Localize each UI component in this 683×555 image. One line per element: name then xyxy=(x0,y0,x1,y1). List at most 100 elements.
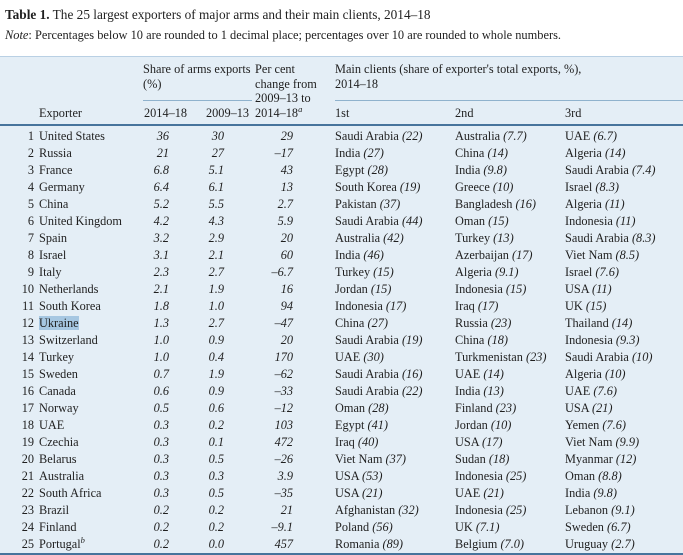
percent-change-line: change from xyxy=(255,76,317,91)
numeric-value: 0.3 xyxy=(153,452,169,466)
client-share-value: (9.8) xyxy=(593,486,617,500)
rank-cell: 11 xyxy=(22,299,34,313)
client-3-cell: Indonesia (11) xyxy=(565,213,683,230)
client-share-value: (7.6) xyxy=(595,265,619,279)
table-row: 7 Spain 3.2 2.9 20 Australia (42) Turkey (13) S… xyxy=(0,230,683,247)
numeric-value: 472 xyxy=(274,435,294,449)
numeric-value: 2.7 xyxy=(277,197,294,211)
client-share-value: (23) xyxy=(525,350,547,364)
client-name: Indonesia xyxy=(455,503,506,517)
client-name: Iraq xyxy=(455,299,478,313)
percent-change-cell: –9.1 xyxy=(252,519,335,536)
share-2014-18-cell: 6.4 xyxy=(143,179,205,196)
rank-cell: 10 xyxy=(21,282,34,296)
table-row: 24 Finland 0.2 0.2 –9.1 Poland (56) UK (7.1) Sw… xyxy=(0,519,683,536)
client-share-value: (17) xyxy=(482,435,503,449)
table-row: 2 Russia 21 27 –17 India (27) China (14) Algeri… xyxy=(0,145,683,162)
share-2014-18-cell: 0.2 xyxy=(143,536,205,554)
table-row: 17 Norway 0.5 0.6 –12 Oman (28) Finland (23) US… xyxy=(0,400,683,417)
client-share-value: (23) xyxy=(490,316,512,330)
client-name: Saudi Arabia xyxy=(335,333,402,347)
client-share-value: (37) xyxy=(385,452,407,466)
numeric-value: –26 xyxy=(274,452,294,466)
rank-cell: 7 xyxy=(27,231,34,245)
numeric-value: –62 xyxy=(274,367,294,381)
table-note: Note: Percentages below 10 are rounded t… xyxy=(0,23,683,43)
client-share-value: (10) xyxy=(604,367,626,381)
client-name: Saudi Arabia xyxy=(335,367,402,381)
numeric-value: 13 xyxy=(280,180,294,194)
numeric-value: 4.2 xyxy=(153,214,169,228)
numeric-value: 1.3 xyxy=(153,316,169,330)
client-name: Oman xyxy=(335,401,369,415)
client-share-value: (16) xyxy=(401,367,423,381)
numeric-value: 21 xyxy=(156,146,169,160)
numeric-value: 29 xyxy=(280,129,294,143)
numeric-value: 0.4 xyxy=(208,350,225,364)
exporter-name: Ukraine xyxy=(39,316,79,330)
client-name: Australia xyxy=(455,129,504,143)
client-3-cell: Viet Nam (9.9) xyxy=(565,434,683,451)
numeric-value: 0.5 xyxy=(208,486,225,500)
exporter-name: Finland xyxy=(39,520,77,534)
client-share-value: (14) xyxy=(483,367,504,381)
client-share-value: (18) xyxy=(488,452,510,466)
client-name: Finland xyxy=(455,401,496,415)
main-clients-label-line1: Main clients (share of exporter's total … xyxy=(335,62,582,76)
numeric-value: 2.9 xyxy=(208,231,225,245)
client-share-value: (11) xyxy=(615,214,636,228)
numeric-value: 0.7 xyxy=(153,367,169,381)
client-2-cell: Bangladesh (16) xyxy=(455,196,565,213)
numeric-value: 4.3 xyxy=(208,214,225,228)
numeric-value: 5.2 xyxy=(153,197,169,211)
exporter-cell: Finland xyxy=(34,519,143,536)
share-2014-18-column-header: 2014–18 xyxy=(143,100,205,126)
rank-cell: 6 xyxy=(27,214,34,228)
numeric-value: –12 xyxy=(274,401,294,415)
rank-cell: 1 xyxy=(27,129,34,143)
client-1-cell: Saudi Arabia (22) xyxy=(335,125,455,145)
rank-cell: 20 xyxy=(21,452,34,466)
client-share-value: (8.5) xyxy=(615,248,640,262)
client-name: Lebanon xyxy=(565,503,612,517)
exporter-name: Netherlands xyxy=(39,282,99,296)
numeric-value: 2.3 xyxy=(153,265,169,279)
client-3-cell: Israel (8.3) xyxy=(565,179,683,196)
share-2009-13-cell: 2.9 xyxy=(205,230,252,247)
client-share-value: (7.6) xyxy=(593,384,617,398)
client-1-cell: Iraq (40) xyxy=(335,434,455,451)
client-name: Sweden xyxy=(565,520,608,534)
numeric-value: 94 xyxy=(280,299,294,313)
exporter-name: Czechia xyxy=(39,435,79,449)
table-row: 14 Turkey 1.0 0.4 170 UAE (30) Turkmenistan (2… xyxy=(0,349,683,366)
client-3-cell: Algeria (11) xyxy=(565,196,683,213)
exporter-cell: Israel xyxy=(34,247,143,264)
client-1-cell: Afghanistan (32) xyxy=(335,502,455,519)
client-name: India xyxy=(565,486,594,500)
client-2-cell: UAE (21) xyxy=(455,485,565,502)
client-name: Israel xyxy=(565,265,596,279)
percent-change-cell: 13 xyxy=(252,179,335,196)
share-2009-13-cell: 27 xyxy=(205,145,252,162)
table-row: 9 Italy 2.3 2.7 –6.7 Turkey (15) Algeria (9.1)… xyxy=(0,264,683,281)
client-share-value: (14) xyxy=(487,146,508,160)
client-name: Viet Nam xyxy=(565,435,616,449)
share-2014-18-cell: 6.8 xyxy=(143,162,205,179)
numeric-value: 0.5 xyxy=(153,401,169,415)
group-header-row: Share of arms exports (%) Per cent chang… xyxy=(0,56,683,126)
client-share-value: (18) xyxy=(487,333,508,347)
exporter-name: Germany xyxy=(39,180,85,194)
client-share-value: (9.1) xyxy=(611,503,635,517)
percent-change-cell: 472 xyxy=(252,434,335,451)
client-1-cell: China (27) xyxy=(335,315,455,332)
exporter-name: Israel xyxy=(39,248,67,262)
client-1-cell: USA (53) xyxy=(335,468,455,485)
client-share-value: (15) xyxy=(370,282,392,296)
client-share-value: (14) xyxy=(611,316,633,330)
client-name: Pakistan xyxy=(335,197,380,211)
client-name: USA xyxy=(565,282,593,296)
client-name: Oman xyxy=(455,214,489,228)
footnote-a-marker: a xyxy=(298,103,303,114)
numeric-value: 1.9 xyxy=(208,367,225,381)
numeric-value: 0.3 xyxy=(153,418,169,432)
